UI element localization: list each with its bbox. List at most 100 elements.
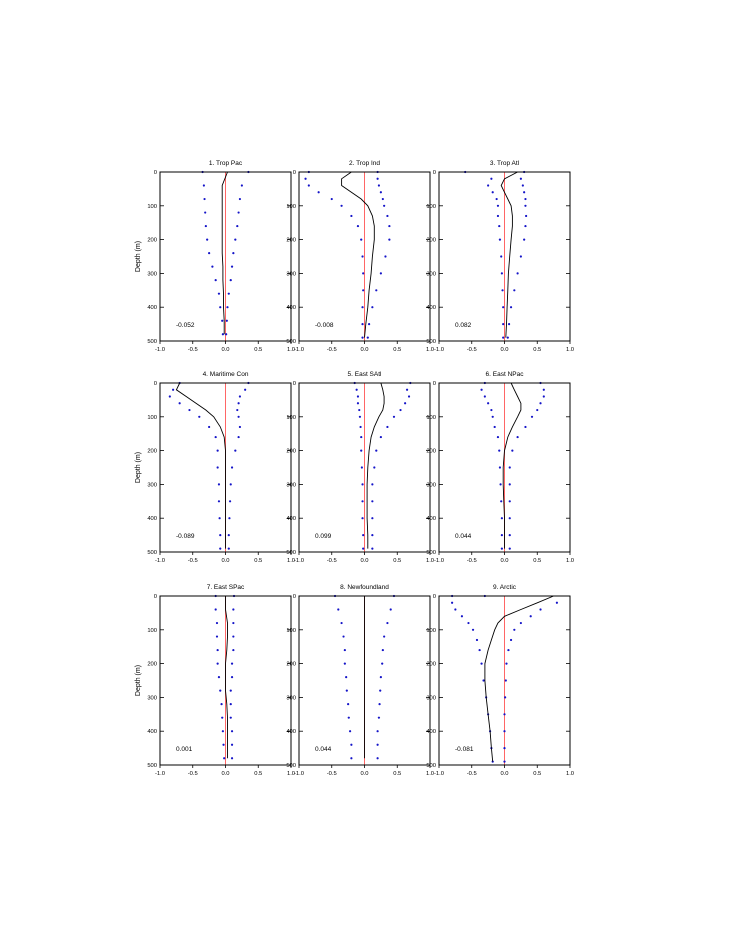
data-point-upper (376, 757, 379, 760)
data-point-lower (493, 425, 496, 429)
y-tick-label: 300 (286, 271, 296, 277)
data-point-lower (223, 757, 226, 760)
data-point-upper (508, 547, 511, 550)
data-point-lower (362, 547, 365, 550)
data-point-upper (375, 449, 378, 452)
data-point-upper (229, 703, 232, 706)
y-tick-label: 300 (286, 482, 296, 488)
data-point-lower (490, 408, 493, 412)
y-axis-label: Depth (m) (135, 665, 142, 696)
data-point-upper (384, 255, 387, 258)
y-tick-label: 100 (147, 415, 157, 421)
y-tick-label: 400 (286, 516, 296, 522)
y-tick-label: 400 (286, 729, 296, 735)
data-point-lower (347, 703, 350, 706)
panel-7: 0 100 200 300 400 500 -1.0 -0.5 0.0 0.5 1.0 7. East… (135, 584, 295, 777)
data-point-upper (555, 601, 559, 604)
data-point-upper (232, 608, 235, 611)
data-point-upper (230, 265, 234, 268)
panel-title: 9. Arctic (493, 584, 517, 591)
data-point-lower (215, 621, 219, 625)
x-tick-label: 0.0 (360, 771, 368, 777)
data-point-upper (227, 534, 230, 537)
data-point-lower (360, 449, 363, 452)
data-point-upper (230, 743, 234, 746)
y-tick-label: 500 (426, 339, 436, 345)
series-upper-bound (506, 170, 528, 339)
data-point-upper (519, 255, 522, 258)
y-tick-label: 0 (433, 170, 436, 176)
data-point-upper (366, 336, 369, 339)
data-point-upper (542, 395, 545, 398)
x-tick-label: 0.0 (221, 347, 229, 353)
x-tick-label: 0.5 (254, 771, 262, 777)
data-point-upper (392, 415, 396, 418)
data-point-upper (383, 204, 386, 207)
y-tick-label: 200 (147, 449, 157, 455)
y-tick-label: 500 (426, 763, 436, 769)
x-tick-label: -1.0 (155, 347, 165, 353)
data-point-upper (381, 648, 384, 652)
x-tick-label: 1.0 (287, 558, 295, 564)
data-point-upper (371, 534, 374, 537)
data-point-upper (519, 177, 522, 180)
x-tick-label: 1.0 (287, 771, 295, 777)
data-point-upper (229, 279, 232, 282)
y-tick-label: 500 (286, 763, 296, 769)
y-tick-label: 500 (147, 339, 157, 345)
data-point-lower (360, 238, 363, 241)
x-tick-label: -1.0 (294, 558, 304, 564)
data-point-upper (371, 483, 374, 486)
data-point-lower (356, 402, 360, 405)
y-tick-label: 200 (286, 238, 296, 244)
panel-title: 7. East SPac (207, 584, 245, 591)
series-lower-bound (480, 381, 503, 550)
series-upper-bound (366, 170, 391, 339)
y-tick-label: 400 (147, 305, 157, 311)
data-point-lower (330, 197, 333, 201)
data-point-upper (508, 466, 511, 469)
y-tick-label: 300 (147, 695, 157, 701)
data-point-upper (244, 388, 247, 391)
data-point-upper (240, 184, 243, 187)
data-point-lower (498, 224, 501, 228)
y-tick-label: 400 (426, 516, 436, 522)
data-point-lower (498, 466, 502, 469)
data-point-lower (362, 289, 365, 292)
data-point-upper (371, 517, 374, 520)
data-point-lower (358, 415, 362, 418)
data-point-lower (188, 408, 191, 412)
y-tick-label: 100 (286, 415, 296, 421)
panel-title: 1. Trop Pac (209, 160, 243, 167)
y-tick-label: 100 (147, 628, 157, 634)
data-point-upper (230, 466, 234, 469)
data-point-upper (234, 238, 237, 241)
data-point-upper (236, 224, 239, 228)
data-point-lower (483, 395, 486, 398)
data-point-upper (376, 743, 379, 746)
data-point-upper (524, 197, 527, 201)
data-point-upper (367, 323, 371, 326)
data-point-upper (389, 608, 392, 611)
data-point-lower (500, 255, 503, 258)
data-point-lower (221, 730, 224, 733)
data-point-upper (505, 662, 508, 665)
data-point-upper (379, 272, 382, 275)
data-point-upper (238, 395, 242, 398)
data-point-lower (502, 336, 505, 339)
data-point-upper (238, 197, 242, 201)
data-point-lower (496, 214, 500, 218)
data-point-upper (523, 238, 526, 241)
y-tick-label: 100 (426, 204, 436, 210)
data-point-lower (216, 662, 219, 665)
y-tick-label: 500 (147, 550, 157, 556)
data-point-lower (487, 402, 490, 405)
panel-annotation: -0.081 (455, 746, 474, 753)
data-point-upper (504, 679, 507, 682)
x-tick-label: 1.0 (287, 347, 295, 353)
data-point-upper (503, 713, 506, 716)
x-tick-label: 1.0 (426, 771, 434, 777)
panel-title: 8. Newfoundland (340, 584, 389, 591)
data-point-lower (221, 716, 224, 719)
data-point-upper (509, 638, 513, 642)
